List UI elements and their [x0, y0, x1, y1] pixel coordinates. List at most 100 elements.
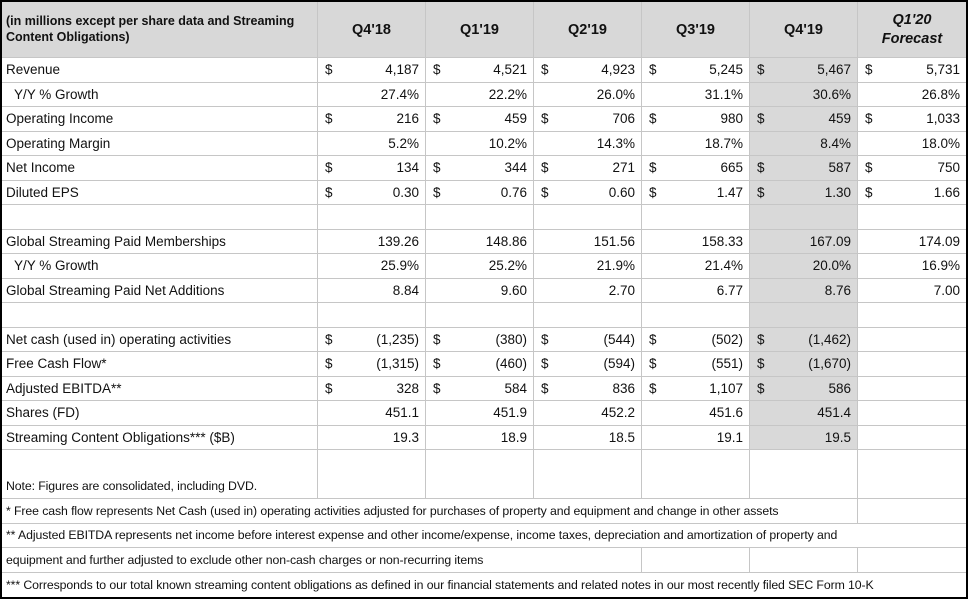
cell-value: 584	[504, 380, 527, 396]
header-units-label: (in millions except per share data and S…	[2, 2, 318, 57]
currency-symbol: $	[541, 111, 549, 127]
row-label: Adjusted EBITDA**	[2, 376, 318, 400]
spacer-row	[2, 450, 966, 475]
table-cell: 22.2%	[426, 82, 534, 106]
table-cell	[318, 303, 426, 327]
cell-value: 1,107	[709, 380, 743, 396]
footnote-fcf-row: * Free cash flow represents Net Cash (us…	[2, 499, 966, 524]
cell-value: 665	[720, 160, 743, 176]
table-row: Global Streaming Paid Net Additions 8.84 9…	[2, 278, 966, 303]
table-cell: 167.09	[750, 229, 858, 253]
empty-cell	[642, 548, 750, 572]
table-cell	[858, 401, 966, 425]
currency-symbol: $	[325, 380, 333, 396]
cell-value: 452.2	[601, 405, 635, 421]
table-cell: $5,731	[858, 58, 966, 82]
table-cell: $4,923	[534, 58, 642, 82]
column-header-q2-19: Q2'19	[534, 2, 642, 57]
table-cell: 19.5	[750, 425, 858, 449]
cell-value: 836	[612, 380, 635, 396]
cell-value: 451.6	[709, 405, 743, 421]
table-cell: 25.2%	[426, 254, 534, 278]
cell-value: 451.1	[385, 405, 419, 421]
cell-value: 20.0%	[812, 258, 851, 274]
table-cell: 158.33	[642, 229, 750, 253]
empty-cell	[426, 474, 534, 498]
table-cell: $134	[318, 156, 426, 180]
table-cell: 14.3%	[534, 131, 642, 155]
table-cell	[534, 450, 642, 475]
cell-value: 5,245	[709, 62, 743, 78]
currency-symbol: $	[541, 331, 549, 347]
table-cell	[642, 450, 750, 475]
table-cell: $ (594)	[534, 352, 642, 376]
table-cell	[750, 450, 858, 475]
table-cell	[642, 303, 750, 327]
table-cell: $ (502)	[642, 327, 750, 351]
cell-value: 10.2%	[488, 135, 527, 151]
note-text: Note: Figures are consolidated, includin…	[2, 474, 318, 498]
table-cell	[426, 450, 534, 475]
cell-value: 451.9	[493, 405, 527, 421]
currency-symbol: $	[865, 62, 873, 78]
currency-symbol: $	[325, 111, 333, 127]
table-row: Adjusted EBITDA** $328 $584 $836 $1,107 $586	[2, 376, 966, 401]
table-cell: $ (460)	[426, 352, 534, 376]
cell-value: 451.4	[817, 405, 851, 421]
table-cell: $0.60	[534, 180, 642, 204]
cell-value: 18.7%	[704, 135, 743, 151]
currency-symbol: $	[541, 160, 549, 176]
cell-value: 980	[720, 111, 743, 127]
cell-value: 19.3	[392, 429, 419, 445]
cell-value: 21.9%	[596, 258, 635, 274]
table-body: Revenue $4,187 $4,521 $4,923 $5,245 $5,467 $5,…	[2, 58, 966, 475]
row-label: Y/Y % Growth	[2, 254, 318, 278]
cell-value: 18.9	[500, 429, 527, 445]
cell-value: 344	[504, 160, 527, 176]
table-row: Net cash (used in) operating activities $…	[2, 327, 966, 352]
table-cell: $4,187	[318, 58, 426, 82]
currency-symbol: $	[541, 62, 549, 78]
cell-value: 26.8%	[921, 86, 960, 102]
cell-value: 134	[396, 160, 419, 176]
table-cell: 26.8%	[858, 83, 966, 107]
currency-symbol: $	[325, 356, 333, 372]
currency-symbol: $	[757, 160, 765, 176]
table-cell: 19.1	[642, 425, 750, 449]
cell-value: 21.4%	[704, 258, 743, 274]
table-cell: 2.70	[534, 278, 642, 302]
empty-cell	[858, 548, 966, 572]
currency-symbol: $	[757, 356, 765, 372]
cell-value: 216	[396, 111, 419, 127]
table-row: Revenue $4,187 $4,521 $4,923 $5,245 $5,467 $5,…	[2, 58, 966, 83]
cell-value: (594)	[603, 356, 635, 372]
table-cell: 21.4%	[642, 254, 750, 278]
table-cell: $836	[534, 376, 642, 400]
row-label	[2, 303, 318, 327]
currency-symbol: $	[325, 331, 333, 347]
table-cell: $1.66	[858, 181, 966, 205]
cell-value: 167.09	[809, 233, 851, 249]
table-cell: $ (1,670)	[750, 352, 858, 376]
table-cell: $ (1,315)	[318, 352, 426, 376]
table-cell: 26.0%	[534, 82, 642, 106]
table-cell: 8.4%	[750, 131, 858, 155]
table-cell: 8.76	[750, 278, 858, 302]
table-cell: $216	[318, 107, 426, 131]
cell-value: 2.70	[608, 282, 635, 298]
table-cell: 7.00	[858, 279, 966, 303]
table-cell: 21.9%	[534, 254, 642, 278]
column-header-q1-20-forecast: Q1'20 Forecast	[858, 2, 966, 57]
row-label: Global Streaming Paid Memberships	[2, 229, 318, 253]
forecast-header-line1: Q1'20	[892, 11, 932, 28]
cell-value: 25.2%	[488, 258, 527, 274]
table-cell: 451.6	[642, 401, 750, 425]
empty-cell	[858, 499, 966, 523]
table-cell: 30.6%	[750, 82, 858, 106]
table-cell: 18.9	[426, 425, 534, 449]
row-label: Streaming Content Obligations*** ($B)	[2, 425, 318, 449]
table-cell	[534, 205, 642, 229]
currency-symbol: $	[325, 62, 333, 78]
table-cell	[858, 205, 966, 229]
cell-value: 0.60	[608, 184, 635, 200]
